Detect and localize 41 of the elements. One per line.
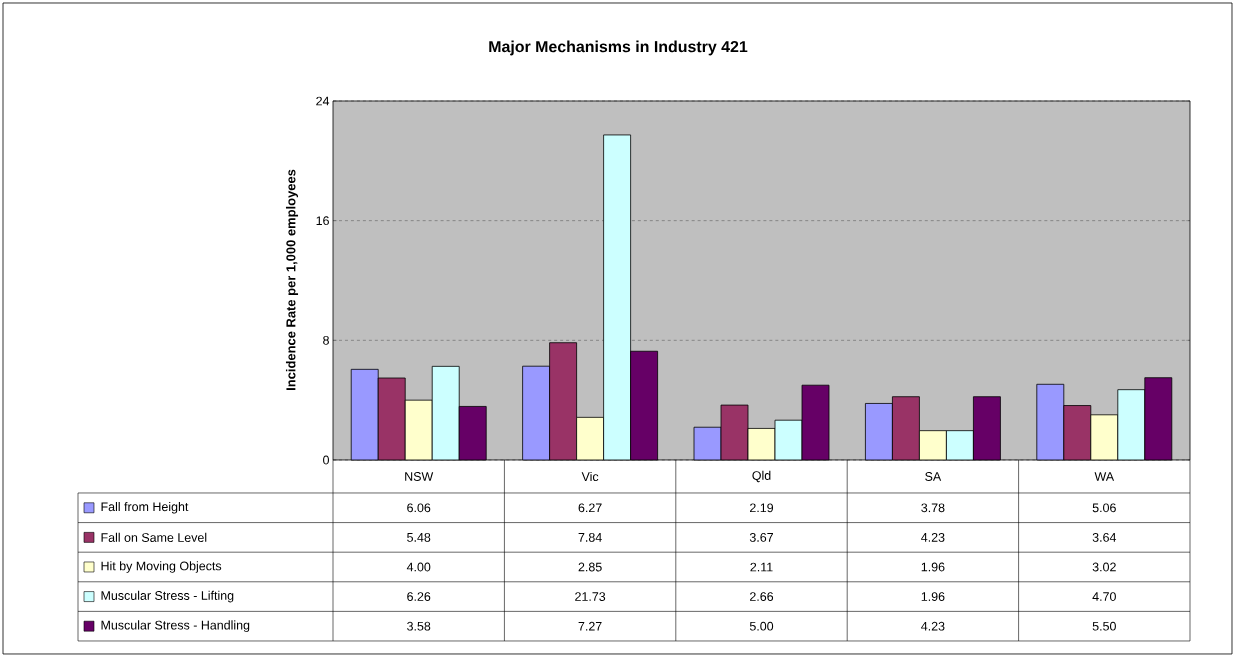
data-label: 3.78 bbox=[921, 503, 945, 513]
data-label: 3.02 bbox=[1092, 562, 1116, 572]
data-label: 4.70 bbox=[1092, 592, 1116, 601]
data-label: 7.27 bbox=[578, 621, 602, 631]
chart-title: Major Mechanisms in Industry 421 bbox=[489, 40, 748, 56]
y-axis-title: Incidence Rate per 1,000 employees bbox=[285, 169, 299, 390]
data-label: 5.00 bbox=[749, 621, 774, 631]
y-tick-label: 16 bbox=[316, 216, 329, 226]
data-label: 4.23 bbox=[921, 532, 945, 542]
data-label: 6.06 bbox=[407, 503, 431, 513]
data-label: 2.11 bbox=[750, 562, 773, 572]
data-label: 5.06 bbox=[1092, 503, 1116, 513]
legend-label: Muscular Stress - Handling bbox=[101, 620, 250, 632]
data-label: 5.50 bbox=[1092, 621, 1116, 631]
data-label: 3.58 bbox=[407, 621, 431, 631]
x-tick-label: Qld bbox=[752, 470, 771, 483]
data-label: 2.66 bbox=[750, 592, 774, 601]
data-label: 4.00 bbox=[406, 562, 431, 572]
x-tick-label: Vic bbox=[581, 471, 599, 482]
y-tick-label: 0 bbox=[323, 455, 329, 465]
data-label: 2.85 bbox=[578, 562, 602, 572]
legend-label: Hit by Moving Objects bbox=[101, 561, 222, 573]
data-label: 1.96 bbox=[921, 592, 945, 601]
data-label: 7.84 bbox=[578, 532, 602, 542]
legend-label: Fall on Same Level bbox=[101, 532, 207, 542]
data-label: 5.48 bbox=[407, 532, 431, 542]
x-tick-label: NSW bbox=[405, 472, 434, 481]
data-label: 3.64 bbox=[1092, 532, 1117, 542]
data-label: 6.26 bbox=[407, 592, 431, 601]
y-tick-label: 8 bbox=[323, 335, 329, 345]
data-label: 1.96 bbox=[921, 562, 945, 572]
data-label: 21.73 bbox=[575, 592, 606, 601]
legend-label: Muscular Stress - Lifting bbox=[101, 590, 234, 603]
data-label: 2.19 bbox=[750, 503, 774, 513]
x-tick-label: WA bbox=[1094, 472, 1115, 481]
data-label: 4.23 bbox=[921, 621, 945, 631]
data-label: 3.67 bbox=[749, 532, 773, 542]
y-tick-label: 24 bbox=[316, 96, 330, 106]
x-tick-label: SA bbox=[925, 472, 942, 481]
legend-label: Fall from Height bbox=[101, 501, 189, 514]
data-label: 6.27 bbox=[578, 503, 602, 513]
